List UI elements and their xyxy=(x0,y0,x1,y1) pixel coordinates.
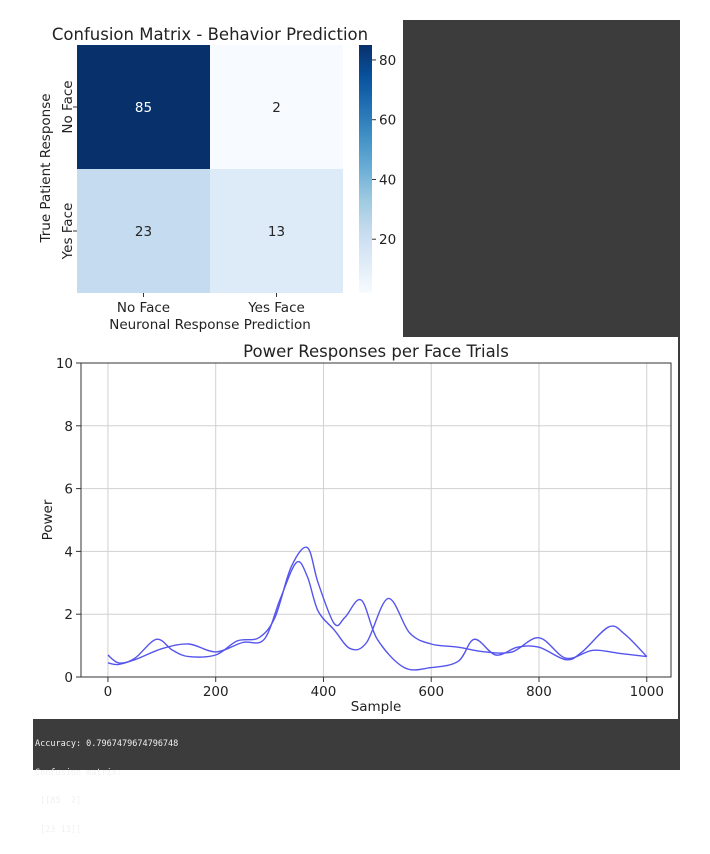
colorbar-tick-label: 40 xyxy=(379,172,396,188)
y-tick-label: 4 xyxy=(64,544,73,560)
colorbar-gradient xyxy=(359,45,372,293)
heatmap-cell xyxy=(77,45,210,169)
x-tick-label: 800 xyxy=(526,684,552,700)
heatmap-cell xyxy=(77,169,210,293)
heatmap-cell xyxy=(210,169,343,293)
heatmap-ytick-label: Yes Face xyxy=(60,203,76,261)
heatmap-cell-value: 2 xyxy=(272,100,281,116)
y-tick-label: 2 xyxy=(64,607,73,623)
heatmap-cell xyxy=(210,45,343,169)
x-tick-label: 0 xyxy=(104,684,113,700)
x-tick-label: 600 xyxy=(418,684,444,700)
plot-frame xyxy=(80,362,672,678)
y-tick-label: 10 xyxy=(56,356,73,372)
colorbar-tick-label: 80 xyxy=(379,53,396,69)
power-series-line xyxy=(107,560,647,664)
console-line: [23 13]] xyxy=(35,824,82,835)
y-tick-label: 8 xyxy=(64,419,73,435)
heatmap-xtick-label: Yes Face xyxy=(247,300,305,316)
heatmap-cell-value: 23 xyxy=(135,224,152,240)
linechart-ylabel: Power xyxy=(40,499,56,540)
heatmap-cell-value: 85 xyxy=(135,100,152,116)
x-tick-label: 1000 xyxy=(630,684,664,700)
console-line: Accuracy: 0.7967479674796748 xyxy=(35,739,179,749)
x-tick-label: 200 xyxy=(203,684,229,700)
linechart-xlabel: Sample xyxy=(351,699,402,715)
heatmap-cell-value: 13 xyxy=(268,224,285,240)
console-line: [[85 2] xyxy=(35,796,82,806)
heatmap-xtick-label: No Face xyxy=(117,300,170,316)
heatmap-ytick-label: No Face xyxy=(60,80,76,133)
console-output-panel xyxy=(33,719,680,770)
linechart-title: Power Responses per Face Trials xyxy=(243,342,509,361)
confusion-matrix-chart: Confusion Matrix - Behavior Prediction 8… xyxy=(33,20,400,337)
notebook-output: Confusion Matrix - Behavior Prediction 8… xyxy=(33,20,680,834)
heatmap-xlabel: Neuronal Response Prediction xyxy=(109,317,311,333)
y-tick-label: 6 xyxy=(64,482,73,498)
heatmap-title: Confusion Matrix - Behavior Prediction xyxy=(52,25,368,44)
colorbar-tick-label: 60 xyxy=(379,113,396,129)
power-series-line xyxy=(107,546,648,671)
x-tick-label: 400 xyxy=(311,684,337,700)
colorbar-tick-label: 20 xyxy=(379,232,396,248)
dark-background-strip xyxy=(678,337,680,770)
console-output-text: Accuracy: 0.7967479674796748 Confusion m… xyxy=(35,721,178,854)
power-response-chart: Power Responses per Face Trials 0 200 400 6… xyxy=(40,342,672,715)
heatmap-ylabel: True Patient Response xyxy=(38,93,54,243)
console-line: Confusion matrix: xyxy=(35,767,122,778)
y-tick-label: 0 xyxy=(64,670,73,686)
dark-background-panel xyxy=(403,20,680,337)
